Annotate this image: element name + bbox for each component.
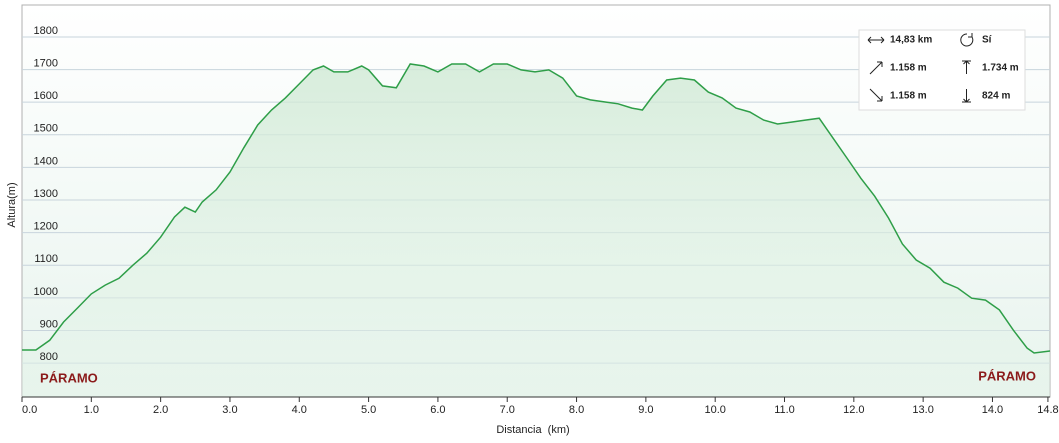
icon bbox=[869, 88, 883, 102]
y-tick-label: 1100 bbox=[34, 253, 58, 265]
annotation: PÁRAMO bbox=[978, 368, 1036, 383]
x-tick-label: 2.0 bbox=[153, 404, 168, 416]
x-tick-label: 14.8 bbox=[1037, 404, 1058, 416]
x-tick-label: 14.0 bbox=[982, 404, 1003, 416]
y-tick-label: 1500 bbox=[34, 123, 58, 135]
stats-panel bbox=[858, 29, 1026, 111]
stat: 1.158 m bbox=[890, 63, 927, 74]
x-tick-label: 11.0 bbox=[774, 404, 795, 416]
y-tick-label: 1700 bbox=[34, 57, 58, 69]
x-tick-label: 1.0 bbox=[84, 404, 99, 416]
y-tick-label: 1600 bbox=[34, 90, 58, 102]
y-tick-label: 1200 bbox=[34, 221, 58, 233]
icon bbox=[962, 60, 971, 74]
x-tick-label: 7.0 bbox=[500, 404, 515, 416]
x-tick-label: 10.0 bbox=[704, 404, 725, 416]
y-tick-label: 800 bbox=[40, 351, 58, 363]
icon bbox=[960, 33, 974, 47]
stat: Sí bbox=[982, 35, 993, 46]
area bbox=[22, 64, 1050, 397]
stat: 1.158 m bbox=[890, 91, 927, 102]
icon bbox=[869, 61, 883, 75]
elevation-line bbox=[22, 63, 1051, 354]
stat: 14,83 km bbox=[890, 35, 932, 46]
plot bbox=[22, 63, 1051, 397]
x-tick-label: 9.0 bbox=[638, 404, 653, 416]
y-tick-label: 1400 bbox=[34, 155, 58, 167]
x-tick-label: 12.0 bbox=[843, 404, 864, 416]
stat: 824 m bbox=[982, 91, 1010, 102]
y-tick-label: 1000 bbox=[34, 286, 58, 298]
y-tick-label: 1800 bbox=[34, 25, 58, 37]
x-axis-title: Distancia (km) bbox=[496, 424, 569, 436]
x-tick-label: 0.0 bbox=[22, 404, 37, 416]
annotation: PÁRAMO bbox=[40, 370, 98, 385]
stat: 1.734 m bbox=[982, 63, 1019, 74]
x-tick-label: 6.0 bbox=[430, 404, 445, 416]
x-tick-label: 4.0 bbox=[292, 404, 307, 416]
y-axis-title: Altura(m) bbox=[6, 182, 18, 227]
y-tick-label: 1300 bbox=[34, 188, 58, 200]
x-tick-label: 8.0 bbox=[569, 404, 584, 416]
x-tick-label: 5.0 bbox=[361, 404, 376, 416]
icon bbox=[867, 36, 885, 44]
x-tick-label: 13.0 bbox=[912, 404, 933, 416]
icon bbox=[962, 89, 971, 103]
y-tick-label: 900 bbox=[40, 318, 58, 330]
stats-box: 14,83 km Sí 1.158 m 1.734 m 1.158 m 824 … bbox=[858, 29, 1026, 111]
x-tick-label: 3.0 bbox=[222, 404, 237, 416]
